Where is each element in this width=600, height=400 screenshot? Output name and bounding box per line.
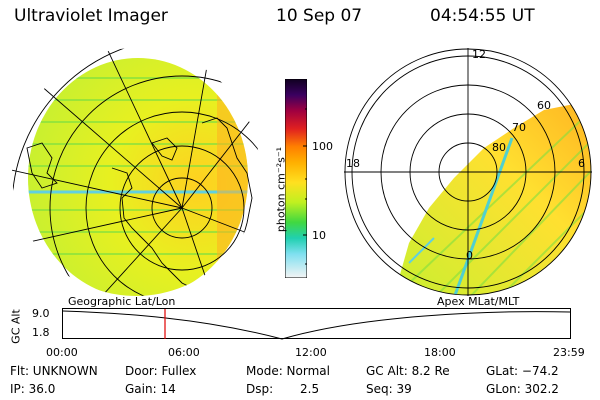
colorbar-tick-10: 10	[312, 229, 326, 242]
mlt-label-12: 12	[472, 48, 486, 61]
gain-info: Gain: 14	[125, 382, 176, 396]
left-panel-label: Geographic Lat/Lon	[68, 295, 176, 308]
geographic-image	[12, 48, 260, 296]
altitude-plot	[62, 308, 571, 340]
mlt-label-18: 18	[346, 157, 360, 170]
time-tick-1200: 12:00	[295, 346, 327, 359]
mlat-label-70: 70	[512, 121, 526, 134]
dsp-value: 2.5	[300, 382, 320, 396]
dsp-label: Dsp:	[246, 382, 274, 396]
polar-mlt-image	[344, 48, 592, 296]
mlt-label-6: 6	[578, 157, 585, 170]
time-label: 04:54:55 UT	[430, 6, 535, 26]
time-tick-2359: 23:59	[553, 346, 585, 359]
glon-info: GLon: 302.2	[486, 382, 559, 396]
colorbar-tick-100: 100	[312, 140, 333, 153]
time-tick-0600: 06:00	[168, 346, 200, 359]
gc-alt-info: GC Alt: 8.2 Re	[366, 364, 450, 378]
gc-alt-ymin: 1.8	[32, 326, 50, 339]
colorbar	[285, 79, 307, 278]
date-label: 10 Sep 07	[276, 6, 363, 26]
door-info: Door: Fullex	[125, 364, 197, 378]
mlt-label-0: 0	[466, 249, 473, 262]
glat-info: GLat: −74.2	[486, 364, 559, 378]
gc-alt-ymax: 9.0	[32, 307, 50, 320]
time-tick-1800: 18:00	[424, 346, 456, 359]
mlat-label-80: 80	[492, 141, 506, 154]
mlat-label-60: 60	[537, 99, 551, 112]
time-tick-0000: 00:00	[46, 346, 78, 359]
flight-info: Flt: UNKNOWN	[10, 364, 98, 378]
right-panel-label: Apex MLat/MLT	[437, 295, 520, 308]
gc-alt-axis-label: GC Alt	[9, 309, 23, 344]
seq-info: Seq: 39	[366, 382, 412, 396]
instrument-title: Ultraviolet Imager	[14, 6, 168, 26]
mode-info: Mode: Normal	[246, 364, 330, 378]
colorbar-unit-label: photon cm⁻²s⁻¹	[274, 146, 288, 233]
ip-info: IP: 36.0	[10, 382, 56, 396]
